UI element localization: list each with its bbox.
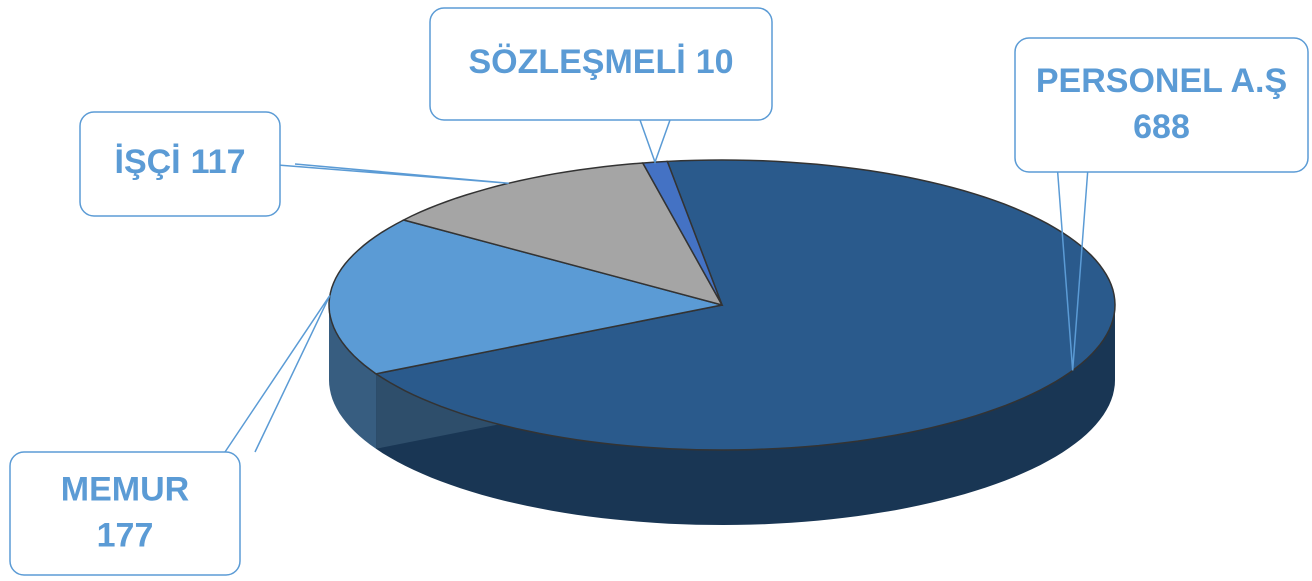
slice bbox=[401, 162, 724, 307]
data-label: İŞÇİ 117 bbox=[115, 143, 246, 181]
slice-side bbox=[376, 305, 1115, 525]
label-box bbox=[429, 7, 773, 121]
label-name: SÖZLEŞMELİ bbox=[468, 43, 685, 81]
leader-line bbox=[224, 294, 331, 453]
leader-line bbox=[264, 163, 509, 184]
label-value: 117 bbox=[191, 143, 246, 181]
label-name: MEMUR bbox=[61, 470, 189, 508]
label-name: İŞÇİ bbox=[115, 143, 181, 181]
data-label: PERSONEL A.Ş 688 bbox=[1036, 62, 1287, 146]
label-box bbox=[79, 111, 281, 217]
label-name: PERSONEL A.Ş bbox=[1036, 62, 1287, 100]
leader-line bbox=[639, 119, 671, 165]
data-label: MEMUR 177 bbox=[61, 470, 189, 554]
label-value: 688 bbox=[1133, 108, 1190, 146]
label-value: 10 bbox=[696, 43, 734, 81]
label-box bbox=[9, 451, 241, 576]
data-label: SÖZLEŞMELİ 10 bbox=[468, 43, 733, 81]
label-box bbox=[1014, 37, 1309, 173]
label-value: 177 bbox=[97, 516, 154, 554]
leader-line bbox=[1056, 171, 1089, 371]
